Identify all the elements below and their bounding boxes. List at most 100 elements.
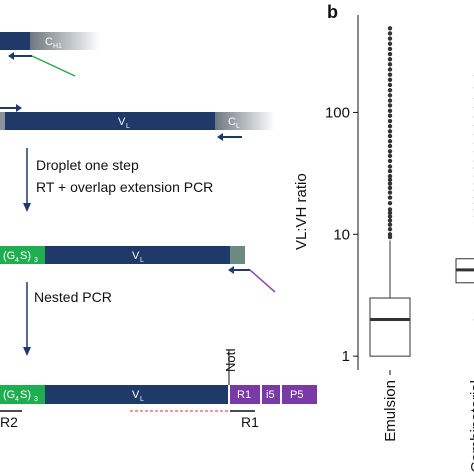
arrowhead bbox=[228, 266, 234, 274]
arrowhead bbox=[8, 52, 14, 60]
outlier bbox=[387, 108, 393, 114]
linker-bar bbox=[0, 385, 45, 404]
outlier bbox=[387, 143, 393, 149]
label: (G bbox=[3, 250, 15, 262]
outlier bbox=[387, 118, 393, 124]
label-sub: L bbox=[126, 123, 130, 130]
y-tick-label: 10 bbox=[333, 226, 350, 243]
label: S) bbox=[20, 250, 31, 262]
bar bbox=[230, 246, 245, 264]
row-3: (G 4 S) 3 V L bbox=[0, 246, 276, 293]
box bbox=[369, 297, 411, 357]
outlier bbox=[387, 133, 393, 139]
vl-bar bbox=[5, 112, 215, 130]
adapter-bar bbox=[262, 385, 280, 404]
x-tick-label: Combinatorial bbox=[468, 380, 474, 473]
outlier bbox=[387, 181, 393, 186]
label: (G bbox=[3, 389, 15, 401]
label: P5 bbox=[290, 389, 303, 401]
outlier bbox=[387, 129, 393, 134]
outlier bbox=[387, 36, 393, 41]
outlier bbox=[387, 139, 393, 144]
label-sub: 3 bbox=[34, 396, 38, 403]
outlier bbox=[387, 113, 393, 118]
primer-tail bbox=[249, 269, 276, 293]
outlier bbox=[387, 103, 393, 108]
label: S) bbox=[20, 389, 31, 401]
outlier bbox=[387, 214, 393, 219]
arrowhead bbox=[16, 104, 22, 112]
adapter-bar bbox=[282, 385, 317, 404]
vl-bar bbox=[45, 246, 230, 264]
outlier bbox=[387, 124, 393, 129]
outlier bbox=[387, 222, 393, 227]
outlier bbox=[387, 82, 393, 88]
outlier bbox=[387, 177, 393, 182]
label-sub: L bbox=[236, 123, 240, 130]
outlier bbox=[387, 168, 393, 174]
outlier bbox=[387, 26, 393, 31]
vh-bar bbox=[0, 32, 30, 50]
arrowhead bbox=[217, 133, 223, 141]
outlier bbox=[387, 210, 393, 216]
outlier bbox=[387, 57, 393, 62]
primer-label: R1 bbox=[241, 414, 259, 430]
outlier bbox=[387, 41, 393, 46]
label: C bbox=[228, 116, 236, 128]
label-sub: 4 bbox=[15, 396, 19, 403]
label: V bbox=[132, 250, 140, 262]
outlier bbox=[387, 51, 393, 57]
label-sub: L bbox=[140, 257, 144, 264]
outlier bbox=[387, 153, 393, 159]
panel-label: b bbox=[327, 2, 338, 22]
vl-bar bbox=[45, 385, 228, 404]
y-tick-label: 1 bbox=[342, 348, 350, 365]
plot: 1 10 100 Emulsion Combinatorial bbox=[325, 15, 474, 473]
outlier bbox=[387, 149, 393, 154]
label: V bbox=[132, 389, 140, 401]
step-text: Droplet one step bbox=[36, 157, 139, 173]
label: V bbox=[118, 116, 126, 128]
outlier bbox=[387, 93, 393, 98]
primer-label: R2 bbox=[0, 414, 18, 430]
adapter-bar bbox=[230, 385, 260, 404]
outlier bbox=[387, 158, 393, 164]
outlier bbox=[387, 190, 393, 195]
y-axis-title: VL:VH ratio bbox=[293, 173, 310, 250]
arrowhead bbox=[23, 203, 31, 212]
step-text: Nested PCR bbox=[34, 289, 112, 305]
row-4: (G 4 S) 3 V L R1 i5 P5 NotI R2 R1 bbox=[0, 348, 317, 430]
outlier bbox=[387, 77, 393, 83]
row-2: V L C L bbox=[0, 104, 275, 141]
label: C bbox=[45, 36, 53, 48]
outlier bbox=[387, 164, 393, 169]
x-tick-label: Emulsion bbox=[382, 380, 399, 442]
outlier bbox=[387, 227, 393, 232]
label: i5 bbox=[266, 389, 275, 401]
outlier bbox=[387, 62, 393, 67]
linker-bar bbox=[0, 246, 45, 264]
arrowhead bbox=[23, 347, 31, 356]
outlier bbox=[387, 98, 393, 103]
label-sub: L bbox=[140, 396, 144, 403]
outlier bbox=[387, 46, 393, 52]
outlier bbox=[387, 207, 393, 212]
outlier bbox=[387, 67, 393, 72]
label: R1 bbox=[237, 389, 251, 401]
site-label: NotI bbox=[223, 348, 238, 372]
outlier bbox=[387, 195, 393, 200]
label-sub: 4 bbox=[15, 257, 19, 264]
outlier bbox=[387, 88, 393, 93]
outlier bbox=[387, 185, 393, 191]
outlier bbox=[387, 218, 393, 223]
outlier bbox=[387, 31, 393, 36]
ch1-bar bbox=[30, 32, 100, 50]
primer-tail bbox=[31, 55, 76, 77]
outlier bbox=[387, 173, 393, 179]
label-sub: H1 bbox=[53, 43, 62, 50]
row-1: C H1 bbox=[0, 32, 100, 77]
cl-bar bbox=[215, 112, 275, 130]
outlier bbox=[387, 72, 393, 77]
label-sub: 3 bbox=[34, 257, 38, 264]
